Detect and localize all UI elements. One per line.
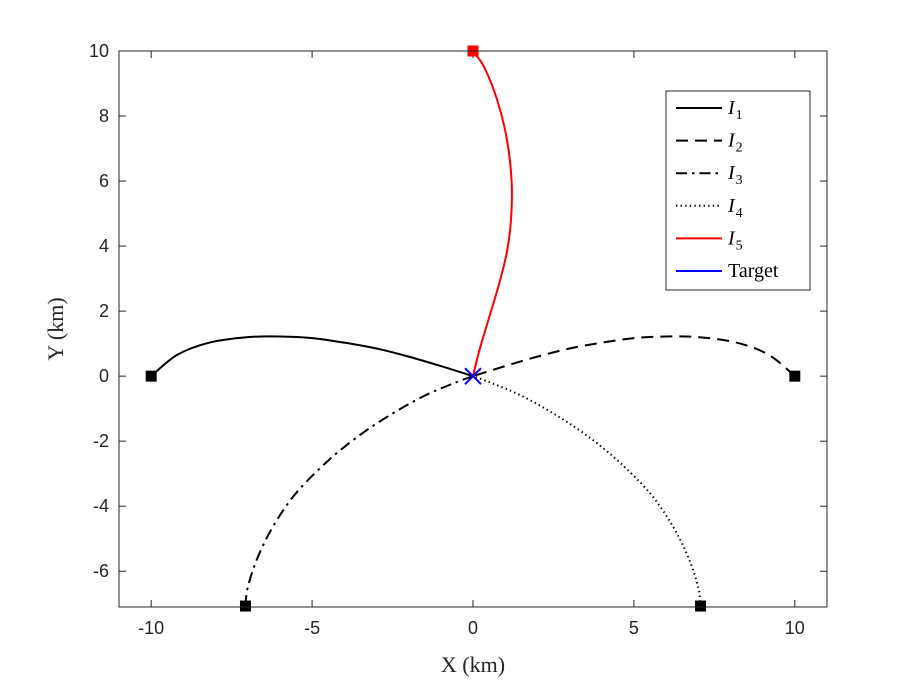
series-line-1	[150, 335, 474, 378]
start-marker-4	[695, 600, 707, 612]
x-tick-label: 5	[629, 618, 639, 638]
y-tick-label: -2	[93, 431, 109, 451]
legend: I1 I2 I3 I4 I5 Target	[665, 90, 811, 291]
x-tick-label: -10	[138, 618, 164, 638]
y-tick-label: 4	[99, 236, 109, 256]
y-axis-label: Y (km)	[43, 297, 68, 360]
y-tick-label: -4	[93, 496, 109, 516]
x-axis-label: X (km)	[441, 652, 505, 677]
y-tick-label: 10	[89, 41, 109, 61]
legend-label-6: Target	[728, 260, 779, 282]
x-tick-label: -5	[304, 618, 320, 638]
y-tick-label: 8	[99, 106, 109, 126]
target-marker	[464, 367, 482, 385]
y-tick-label: 0	[99, 366, 109, 386]
series-line-2	[472, 335, 796, 378]
tick-labels: -10 -5 0 5 10 -6 -4 -2 0 2 4 6 8 10	[89, 41, 805, 638]
start-marker-3	[239, 600, 251, 612]
y-tick-label: -6	[93, 561, 109, 581]
series-layer	[150, 50, 796, 607]
legend-box	[665, 90, 811, 291]
legend-label-3: I3	[727, 162, 743, 188]
legend-label-4: I4	[727, 195, 743, 221]
legend-label-5: I5	[727, 227, 743, 253]
x-tick-label: 10	[785, 618, 805, 638]
axes-box	[118, 50, 828, 608]
axis-ticks	[119, 50, 827, 607]
start-marker-2	[789, 370, 801, 382]
legend-label-2: I2	[727, 130, 743, 156]
x-tick-label: 0	[468, 618, 478, 638]
start-marker-1	[145, 370, 157, 382]
y-tick-label: 2	[99, 301, 109, 321]
y-tick-label: 6	[99, 171, 109, 191]
series-line-3	[244, 375, 474, 607]
legend-label-1: I1	[727, 97, 743, 123]
series-line-5	[472, 50, 513, 377]
series-line-4	[472, 375, 702, 607]
